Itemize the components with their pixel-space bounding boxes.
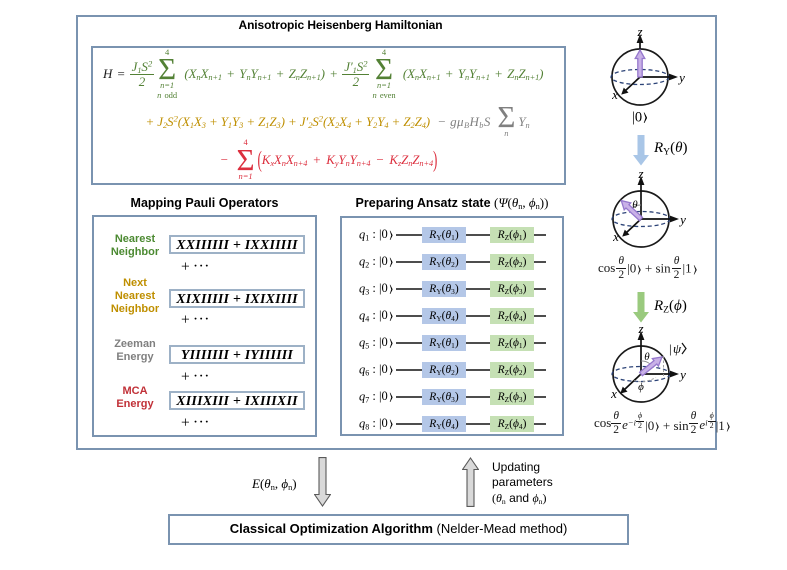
svg-text:y: y <box>678 367 686 382</box>
svg-text:y: y <box>678 212 686 227</box>
svg-text:z: z <box>637 321 643 336</box>
svg-text:θ: θ <box>632 199 638 211</box>
svg-text:x: x <box>611 87 618 102</box>
svg-text:z: z <box>637 166 643 181</box>
svg-text:y: y <box>677 70 685 85</box>
svg-text:θ: θ <box>644 351 650 363</box>
svg-text:x: x <box>610 386 617 401</box>
svg-text:|: | <box>669 341 672 356</box>
svg-text:ψ: ψ <box>673 341 682 356</box>
svg-text:z: z <box>636 24 642 39</box>
svg-text:ϕ: ϕ <box>638 381 644 393</box>
svg-text:x: x <box>612 229 619 244</box>
